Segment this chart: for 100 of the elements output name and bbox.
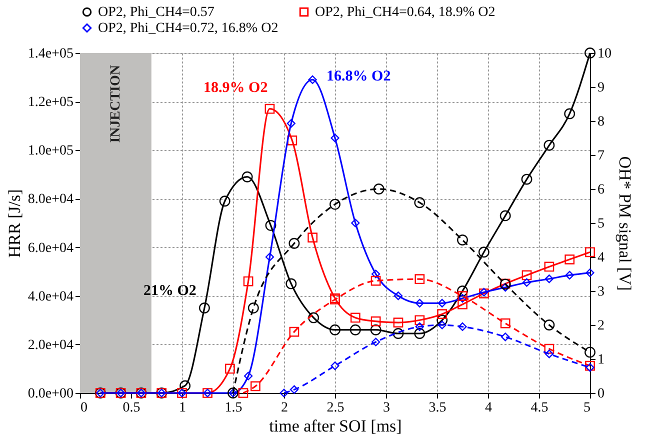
point xyxy=(243,276,254,286)
point xyxy=(544,344,554,354)
x-tick-label: 3 xyxy=(383,400,390,416)
point xyxy=(219,196,230,207)
point xyxy=(415,298,424,308)
y-tick-label: 8.0e+04 xyxy=(28,192,74,208)
point xyxy=(287,136,298,146)
y2-axis-title: OH* PM signal [V] xyxy=(616,156,634,291)
point xyxy=(586,268,594,278)
point xyxy=(521,174,532,185)
point xyxy=(584,48,596,58)
x-tick-label: 4 xyxy=(485,400,492,416)
point xyxy=(330,361,340,370)
point xyxy=(438,298,446,308)
legend-label: OP2, Phi_CH4=0.72, 16.8% O2 xyxy=(98,21,278,36)
point xyxy=(544,350,554,358)
point xyxy=(250,381,260,392)
point xyxy=(414,197,426,208)
point xyxy=(544,274,554,284)
point xyxy=(392,328,404,339)
y-tick-label: 6.0e+04 xyxy=(28,240,74,256)
point xyxy=(350,312,360,323)
point xyxy=(265,220,276,231)
point xyxy=(371,270,380,278)
legend-label: OP2, Phi_CH4=0.64, 18.9% O2 xyxy=(315,5,496,20)
point xyxy=(544,320,555,330)
y2-tick-label: 1 xyxy=(598,352,604,368)
band-label: INJECTION xyxy=(108,65,124,143)
point xyxy=(265,252,274,262)
annotation: 18.9% O2 xyxy=(204,80,268,96)
point xyxy=(289,326,300,337)
point xyxy=(544,140,555,151)
point xyxy=(286,278,297,290)
x-tick-label: 2.5 xyxy=(326,400,344,416)
point xyxy=(457,234,468,246)
point xyxy=(371,338,380,346)
point xyxy=(330,324,340,336)
y-tick-label: 0.0e+00 xyxy=(28,386,74,402)
point xyxy=(242,171,253,182)
point xyxy=(198,302,210,314)
y-tick-label: 4.0e+04 xyxy=(28,289,74,304)
legend-label: OP2, Phi_CH4=0.57 xyxy=(98,5,214,20)
point xyxy=(350,324,361,336)
point xyxy=(308,312,320,324)
point xyxy=(393,318,404,328)
point xyxy=(436,314,448,326)
point xyxy=(225,364,235,374)
point xyxy=(437,309,448,319)
point xyxy=(564,108,576,120)
point xyxy=(238,388,248,398)
y2-tick-label: 0 xyxy=(598,386,604,402)
point xyxy=(415,322,424,332)
x-tick-label: 5 xyxy=(584,400,590,416)
point xyxy=(500,210,511,222)
point xyxy=(288,238,300,249)
x-tick-label: 0 xyxy=(80,400,88,416)
point xyxy=(501,283,510,292)
x-tick-label: 4.5 xyxy=(530,400,548,416)
point xyxy=(370,316,381,326)
point xyxy=(458,294,467,303)
y2-tick-label: 7 xyxy=(598,148,604,164)
y2-tick-label: 9 xyxy=(598,80,604,96)
x-tick-label: 1 xyxy=(179,400,186,416)
point xyxy=(414,315,425,326)
point xyxy=(394,292,403,300)
point xyxy=(501,332,510,342)
point xyxy=(330,198,340,210)
y2-tick-label: 2 xyxy=(598,318,604,334)
point xyxy=(544,262,554,272)
point xyxy=(280,388,288,398)
point xyxy=(457,286,468,296)
y2-tick-label: 10 xyxy=(598,46,612,62)
point xyxy=(478,246,490,258)
point xyxy=(564,254,575,264)
point xyxy=(522,278,532,287)
point xyxy=(438,320,446,330)
point xyxy=(351,218,360,228)
point xyxy=(458,299,468,310)
point xyxy=(244,372,253,380)
point xyxy=(565,270,574,280)
point xyxy=(370,276,381,286)
annotation: 16.8% O2 xyxy=(326,68,391,85)
x-tick-label: 1.5 xyxy=(224,400,242,416)
point xyxy=(585,247,595,258)
point xyxy=(586,363,594,372)
point xyxy=(308,232,318,242)
x-tick-label: 0.5 xyxy=(122,400,140,416)
point xyxy=(522,270,532,280)
y-tick-label: 2.0e+04 xyxy=(28,338,74,353)
point xyxy=(373,184,384,194)
x-axis-title: time after SOI [ms] xyxy=(269,416,402,436)
annotation: 21% O2 xyxy=(144,283,196,299)
point xyxy=(330,134,340,142)
point xyxy=(458,291,468,302)
point xyxy=(414,328,426,339)
point xyxy=(584,346,596,358)
point xyxy=(308,75,317,84)
y2-tick-label: 4 xyxy=(598,250,604,266)
point xyxy=(370,324,382,336)
y2-tick-label: 6 xyxy=(598,182,604,198)
